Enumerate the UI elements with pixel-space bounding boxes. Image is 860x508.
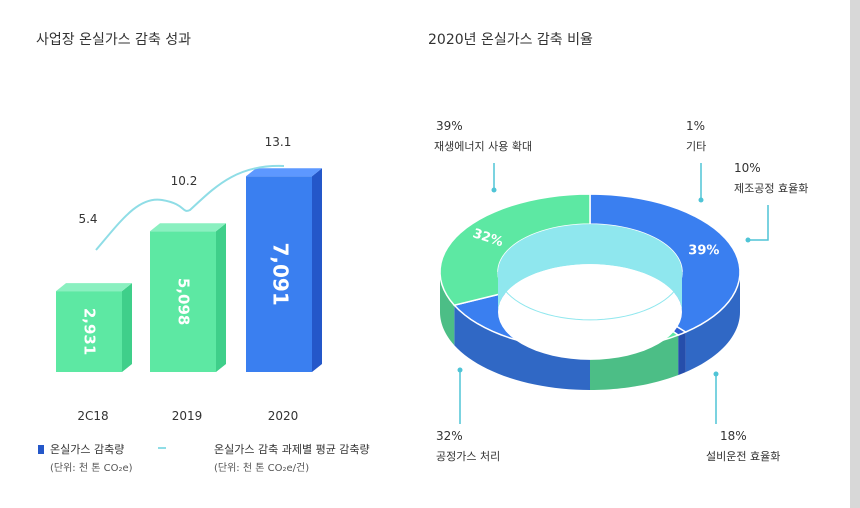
donut-hole [498, 264, 682, 360]
callout-dot-2 [745, 237, 751, 243]
donut-callouts: 39% 재생에너지 사용 확대 1% 기타 10% 제조공정 효율화 32% 공정가스 처리 1… [434, 119, 808, 463]
bar-value-label-0: 2,931 [81, 308, 99, 355]
callout-name-2: 제조공정 효율화 [734, 182, 808, 195]
bar-chart-title: 사업장 온실가스 감축 성과 [36, 32, 191, 48]
bar-front-0 [56, 291, 122, 372]
x-tick-label-0: 2C18 [77, 409, 108, 423]
right-border [850, 0, 860, 508]
bar-top-0 [56, 283, 132, 292]
bar-top-1 [150, 223, 226, 232]
callout-dot-4 [457, 367, 463, 373]
x-tick-label-2: 2020 [268, 409, 299, 423]
bar-value-label-2: 7,091 [269, 243, 293, 306]
donut-hole-rim [497, 271, 683, 321]
callout-name-3: 설비운전 효율화 [706, 450, 780, 463]
callout-name-0: 재생에너지 사용 확대 [434, 140, 532, 153]
donut-outer-wall-1 [678, 332, 686, 376]
donut-inner-label-0: 39% [688, 243, 719, 258]
legend-unit-average: (단위: 천 톤 CO₂e/건) [214, 461, 309, 474]
donut-outer-wall-0 [685, 272, 740, 373]
average-line-path [95, 164, 285, 251]
callout-name-1: 기타 [686, 140, 706, 153]
donut-outer-wall-3 [454, 305, 590, 390]
callout-percent-1: 1% [686, 119, 705, 133]
bar-top-2 [246, 168, 322, 177]
legend-label-average: 온실가스 감축 과제별 평균 감축량 [214, 443, 370, 456]
bar-value-label-1: 5,098 [175, 278, 193, 325]
bar-front-2 [246, 176, 312, 372]
bar-front-1 [150, 231, 216, 372]
legend-swatch-reduction [38, 445, 44, 454]
legend-unit-reduction: (단위: 천 톤 CO₂e) [50, 461, 133, 474]
average-label-2: 13.1 [265, 135, 292, 149]
callout-percent-2: 10% [734, 161, 761, 175]
average-label-0: 5.4 [78, 212, 97, 226]
callout-percent-0: 39% [436, 119, 463, 133]
donut-inner-wall [498, 224, 682, 312]
callout-dot-1 [698, 197, 704, 203]
bar-group: 2,931 2C18 5,098 2019 7,091 2020 [56, 168, 322, 423]
legend-label-reduction: 온실가스 감축량 [50, 443, 124, 456]
x-tick-label-1: 2019 [172, 409, 203, 423]
donut-group: 39%1%10%18%32% [439, 193, 741, 390]
average-label-1: 10.2 [171, 174, 198, 188]
callout-name-4: 공정가스 처리 [436, 450, 500, 463]
bar-side-1 [216, 223, 226, 372]
bar-side-2 [312, 168, 322, 372]
callout-percent-3: 18% [720, 429, 747, 443]
donut-outer-wall-2 [590, 335, 679, 390]
average-line-group: 5.4 10.2 13.1 [78, 135, 292, 251]
callout-dot-3 [713, 371, 719, 377]
bar-side-0 [122, 283, 132, 372]
callout-percent-4: 32% [436, 429, 463, 443]
callout-dot-0 [491, 187, 497, 193]
donut-chart-title: 2020년 온실가스 감축 비율 [428, 32, 593, 48]
donut-inner-label-3: 18% [508, 314, 542, 336]
callout-leader-2 [750, 205, 769, 241]
